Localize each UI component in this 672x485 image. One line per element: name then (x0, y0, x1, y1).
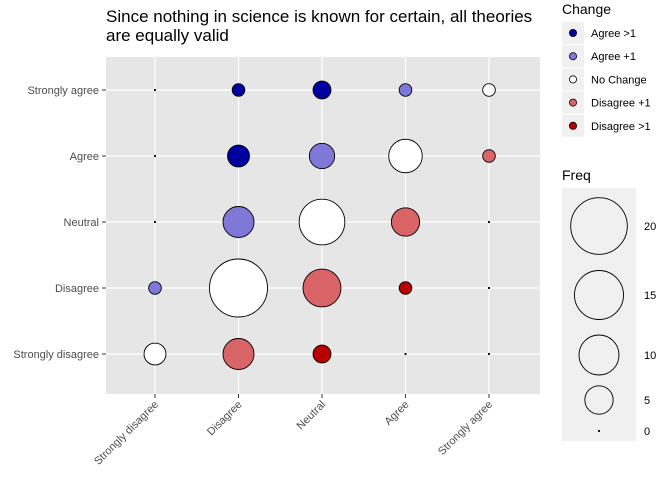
size-legend-circle (584, 385, 614, 415)
legend-key-dot (569, 75, 578, 84)
legend-key-dot (569, 98, 578, 107)
size-legend-label: 15 (644, 290, 656, 302)
data-point (148, 281, 162, 295)
size-legend-circle (570, 197, 628, 255)
x-tick-label: Strongly disagree (92, 399, 161, 468)
x-tick-label: Strongly agree (436, 399, 495, 458)
data-point (482, 149, 496, 163)
size-legend-title: Freq (562, 167, 591, 183)
size-legend-label: 10 (644, 350, 656, 362)
data-point (143, 342, 167, 366)
y-tick-label: Strongly agree (27, 85, 99, 97)
data-point (398, 281, 413, 295)
data-point (388, 138, 423, 174)
data-point (153, 88, 157, 92)
y-tick-label: Agree (70, 151, 99, 163)
chart-title-line-1: Since nothing in science is known for ce… (106, 7, 532, 26)
legend-key-label: Disagree >1 (591, 121, 651, 133)
legend-key-label: No Change (591, 74, 647, 86)
data-point (209, 258, 268, 318)
data-point (487, 220, 491, 224)
chart-title-line-2: are equally valid (106, 26, 229, 45)
data-point (227, 144, 250, 168)
data-points (143, 80, 496, 370)
data-point (231, 83, 246, 97)
data-point (487, 286, 491, 290)
y-tick-label: Neutral (64, 217, 99, 229)
change-legend-title: Change (562, 1, 611, 17)
x-tick-label: Disagree (205, 399, 245, 439)
data-point (298, 198, 346, 246)
x-tick-label: Agree (382, 399, 411, 428)
x-tick-label: Neutral (295, 399, 329, 433)
data-point (482, 83, 496, 97)
data-point (312, 80, 332, 100)
y-tick-label: Strongly disagree (13, 349, 99, 361)
y-tick-label: Disagree (55, 283, 99, 295)
legend-key-label: Agree >1 (591, 28, 636, 40)
legend-key-label: Disagree +1 (591, 98, 651, 110)
size-legend-circle (578, 334, 620, 376)
size-legend: Freq 20 15 10 5 0 (562, 167, 656, 441)
data-point (222, 338, 255, 370)
data-point (487, 352, 491, 356)
data-point (153, 154, 157, 158)
legend-key-dot (569, 52, 578, 61)
size-legend-circle (574, 270, 624, 320)
size-legend-label: 20 (644, 221, 656, 233)
change-legend: Change Agree >1 Agree +1 No Change Disagree … (562, 1, 651, 137)
data-point (308, 142, 336, 170)
size-legend-label: 5 (644, 395, 650, 407)
size-legend-circle (597, 429, 601, 433)
legend-key-label: Agree +1 (591, 51, 636, 63)
data-point (153, 220, 157, 224)
data-point (312, 344, 332, 364)
size-legend-label: 0 (644, 426, 650, 438)
data-point (404, 352, 407, 356)
data-point (302, 268, 342, 308)
data-point (222, 206, 255, 238)
legend-key-dot (569, 121, 578, 130)
data-point (390, 207, 421, 237)
data-point (398, 83, 413, 97)
legend-key-dot (569, 28, 578, 37)
